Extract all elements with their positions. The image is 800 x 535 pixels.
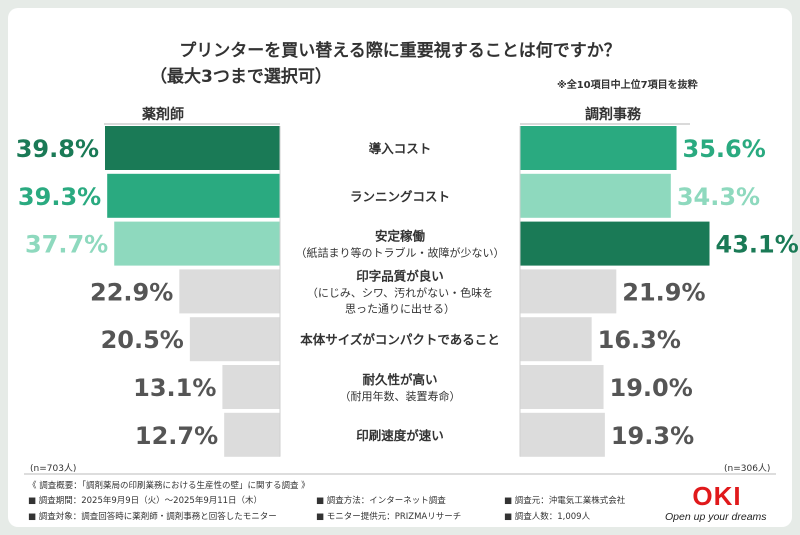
category-label: 本体サイズがコンパクトであること [300,332,500,347]
category-label: 耐久性が高い [362,372,437,387]
bar-pharmacist [224,412,280,457]
category-sublabel: （耐用年数、装置寿命） [340,389,461,403]
value-label-pharmacist: 39.3% [18,183,101,211]
value-label-pharmacist: 20.5% [101,326,184,354]
survey-period: ■ 調査期間：2025年9月9日（火）～2025年9月11日（木） [28,496,263,506]
sample-size-pharmacist: (n=703人) [30,464,77,474]
bar-pharmacist [114,221,280,266]
category-label: 導入コスト [369,141,432,156]
bar-pharmacist [105,126,280,170]
survey-source: ■ 調査元：沖電気工業株式会社 [504,496,626,506]
survey-target: ■ 調査対象：調査回答時に薬剤師・調剤事務と回答したモニター [28,512,277,522]
value-label-clerk: 16.3% [598,326,681,354]
bar-clerk [520,365,604,409]
chart-title: プリンターを買い替える際に重要視することは何ですか？ [179,41,621,61]
value-label-pharmacist: 39.8% [16,135,99,163]
value-label-pharmacist: 37.7% [25,231,108,259]
monitor-provider: ■ モニター提供元：PRIZMAリサーチ [316,512,462,522]
bar-clerk [520,221,710,266]
bar-clerk [520,269,617,314]
category-sublabel: （紙詰まり等のトラブル・故障が少ない） [296,246,505,260]
chart-note: ※全10項目中上位7項目を抜粋 [557,80,698,91]
value-label-pharmacist: 22.9% [90,278,173,306]
survey-method: ■ 調査方法：インターネット調査 [316,496,446,506]
chart-subtitle: （最大3つまで選択可） [150,67,332,87]
value-label-clerk: 21.9% [622,278,705,306]
category-sublabel: （にじみ、シワ、汚れがない・色味を [307,285,493,299]
bar-clerk [520,412,605,457]
value-label-clerk: 19.0% [610,374,693,402]
sample-size-clerk: (n=306人) [724,464,771,474]
category-label: 印字品質が良い [356,268,444,283]
survey-title: 《 調査概要：「調剤薬局の印刷業務における生産性の壁」に関する調査 》 [28,481,310,491]
value-label-clerk: 34.3% [677,183,760,211]
bar-pharmacist [222,365,280,409]
oki-logo: OKI [692,481,742,511]
bar-clerk [520,173,671,218]
bar-clerk [520,317,592,362]
survey-count: ■ 調査人数：1,009人 [504,512,591,522]
category-label: 印刷速度が速い [356,428,444,443]
card-background [8,8,792,527]
category-label: ランニングコスト [350,189,450,204]
bar-pharmacist [179,269,280,314]
value-label-clerk: 35.6% [683,135,766,163]
bar-pharmacist [107,173,281,218]
value-label-pharmacist: 13.1% [133,374,216,402]
value-label-clerk: 43.1% [716,231,799,259]
bar-clerk [520,126,677,170]
category-sublabel: 思った通りに出せる） [345,301,455,315]
category-label: 安定稼働 [375,229,426,244]
value-label-clerk: 19.3% [611,422,694,450]
value-label-pharmacist: 12.7% [135,422,218,450]
oki-tagline: Open up your dreams [665,511,767,523]
bar-pharmacist [189,317,280,362]
series-label-clerk: 調剤事務 [585,107,641,123]
series-label-pharmacist: 薬剤師 [142,107,184,123]
